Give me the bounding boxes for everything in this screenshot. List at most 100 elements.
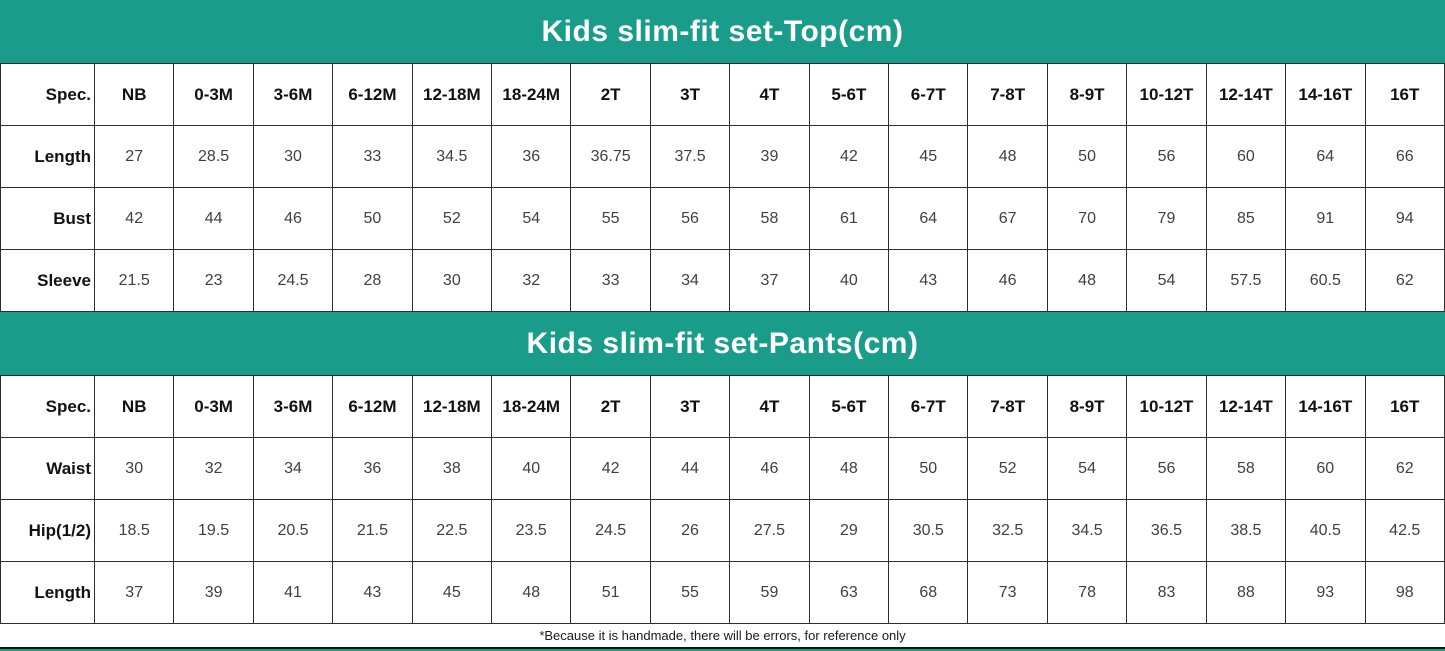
value-cell: 23 (173, 249, 254, 312)
value-cell: 54 (491, 187, 572, 250)
value-cell: 70 (1046, 187, 1128, 250)
row-label: Hip(1/2) (0, 499, 95, 562)
value-cell: 79 (1126, 187, 1207, 250)
size-header-cell: 10-12T (1126, 63, 1207, 126)
value-cell: 36 (332, 437, 413, 500)
size-header-cell: 3T (649, 63, 731, 126)
value-cell: 33 (570, 249, 651, 312)
value-cell: 45 (411, 561, 493, 624)
size-header-cell: 18-24M (491, 63, 572, 126)
value-cell: 67 (967, 187, 1048, 250)
value-cell: 27.5 (729, 499, 810, 562)
size-header-cell: 12-18M (411, 375, 493, 438)
size-header-cell: 6-12M (332, 63, 413, 126)
size-header-cell: 14-16T (1285, 375, 1366, 438)
value-cell: 34 (649, 249, 731, 312)
size-header-cell: 4T (729, 63, 810, 126)
value-cell: 44 (173, 187, 254, 250)
value-cell: 36.75 (570, 125, 651, 188)
value-cell: 50 (332, 187, 413, 250)
value-cell: 21.5 (93, 249, 175, 312)
value-cell: 54 (1126, 249, 1207, 312)
value-cell: 32 (491, 249, 572, 312)
value-cell: 33 (332, 125, 413, 188)
value-cell: 37.5 (649, 125, 731, 188)
value-cell: 64 (888, 187, 969, 250)
value-cell: 43 (332, 561, 413, 624)
value-cell: 68 (888, 561, 969, 624)
pants-table-title: Kids slim-fit set-Pants(cm) (526, 326, 919, 360)
size-header-cell: 3-6M (252, 375, 334, 438)
value-cell: 36 (491, 125, 572, 188)
value-cell: 61 (808, 187, 890, 250)
value-cell: 94 (1364, 187, 1445, 250)
pants-table-title-bar: Kids slim-fit set-Pants(cm) (0, 312, 1445, 375)
value-cell: 28 (332, 249, 413, 312)
value-cell: 42.5 (1364, 499, 1445, 562)
value-cell: 52 (967, 437, 1048, 500)
table-row: Sleeve 21.5 23 24.5 28 30 32 33 34 37 40 43 46 48 54 57… (0, 249, 1445, 312)
value-cell: 34.5 (1046, 499, 1128, 562)
value-cell: 34 (252, 437, 334, 500)
size-header-cell: 12-14T (1205, 63, 1287, 126)
value-cell: 43 (888, 249, 969, 312)
value-cell: 46 (252, 187, 334, 250)
value-cell: 27 (93, 125, 175, 188)
value-cell: 85 (1205, 187, 1287, 250)
value-cell: 44 (649, 437, 731, 500)
value-cell: 91 (1285, 187, 1366, 250)
value-cell: 78 (1046, 561, 1128, 624)
value-cell: 59 (729, 561, 810, 624)
value-cell: 54 (1046, 437, 1128, 500)
value-cell: 20.5 (252, 499, 334, 562)
value-cell: 24.5 (570, 499, 651, 562)
value-cell: 26 (649, 499, 731, 562)
size-header-cell: 16T (1364, 375, 1445, 438)
value-cell: 83 (1126, 561, 1207, 624)
value-cell: 56 (1126, 125, 1207, 188)
size-header-cell: 0-3M (173, 63, 254, 126)
value-cell: 34.5 (411, 125, 493, 188)
value-cell: 73 (967, 561, 1048, 624)
value-cell: 60 (1285, 437, 1366, 500)
size-header-cell: 3-6M (252, 63, 334, 126)
table-row: Length 37 39 41 43 45 48 51 55 59 63 68 73 78 83 88 93 98 (0, 561, 1445, 624)
value-cell: 30 (93, 437, 175, 500)
size-header-cell: NB (93, 63, 175, 126)
value-cell: 55 (649, 561, 731, 624)
value-cell: 66 (1364, 125, 1445, 188)
row-label: Sleeve (0, 249, 95, 312)
value-cell: 29 (808, 499, 890, 562)
value-cell: 46 (729, 437, 810, 500)
value-cell: 36.5 (1126, 499, 1207, 562)
value-cell: 42 (570, 437, 651, 500)
size-header-cell: 12-18M (411, 63, 493, 126)
value-cell: 41 (252, 561, 334, 624)
value-cell: 58 (729, 187, 810, 250)
size-header-cell: 8-9T (1046, 375, 1128, 438)
spec-header-cell: Spec. (0, 375, 95, 438)
value-cell: 60 (1205, 125, 1287, 188)
value-cell: 64 (1285, 125, 1366, 188)
table-row: Length 27 28.5 30 33 34.5 36 36.75 37.5 39 42 45 48 5… (0, 125, 1445, 188)
value-cell: 30.5 (888, 499, 969, 562)
size-header-cell: 6-12M (332, 375, 413, 438)
value-cell: 60.5 (1285, 249, 1366, 312)
value-cell: 45 (888, 125, 969, 188)
value-cell: 40 (491, 437, 572, 500)
value-cell: 21.5 (332, 499, 413, 562)
size-header-cell: 16T (1364, 63, 1445, 126)
size-header-cell: 12-14T (1205, 375, 1287, 438)
size-header-cell: 2T (570, 375, 651, 438)
footnote: *Because it is handmade, there will be e… (0, 624, 1445, 649)
row-label: Length (0, 125, 95, 188)
value-cell: 19.5 (173, 499, 254, 562)
value-cell: 39 (173, 561, 254, 624)
value-cell: 57.5 (1205, 249, 1287, 312)
table-row: Hip(1/2) 18.5 19.5 20.5 21.5 22.5 23.5 24.5 26 27… (0, 499, 1445, 562)
size-header-cell: 0-3M (173, 375, 254, 438)
value-cell: 18.5 (93, 499, 175, 562)
size-header-cell: 2T (570, 63, 651, 126)
value-cell: 22.5 (411, 499, 493, 562)
value-cell: 51 (570, 561, 651, 624)
